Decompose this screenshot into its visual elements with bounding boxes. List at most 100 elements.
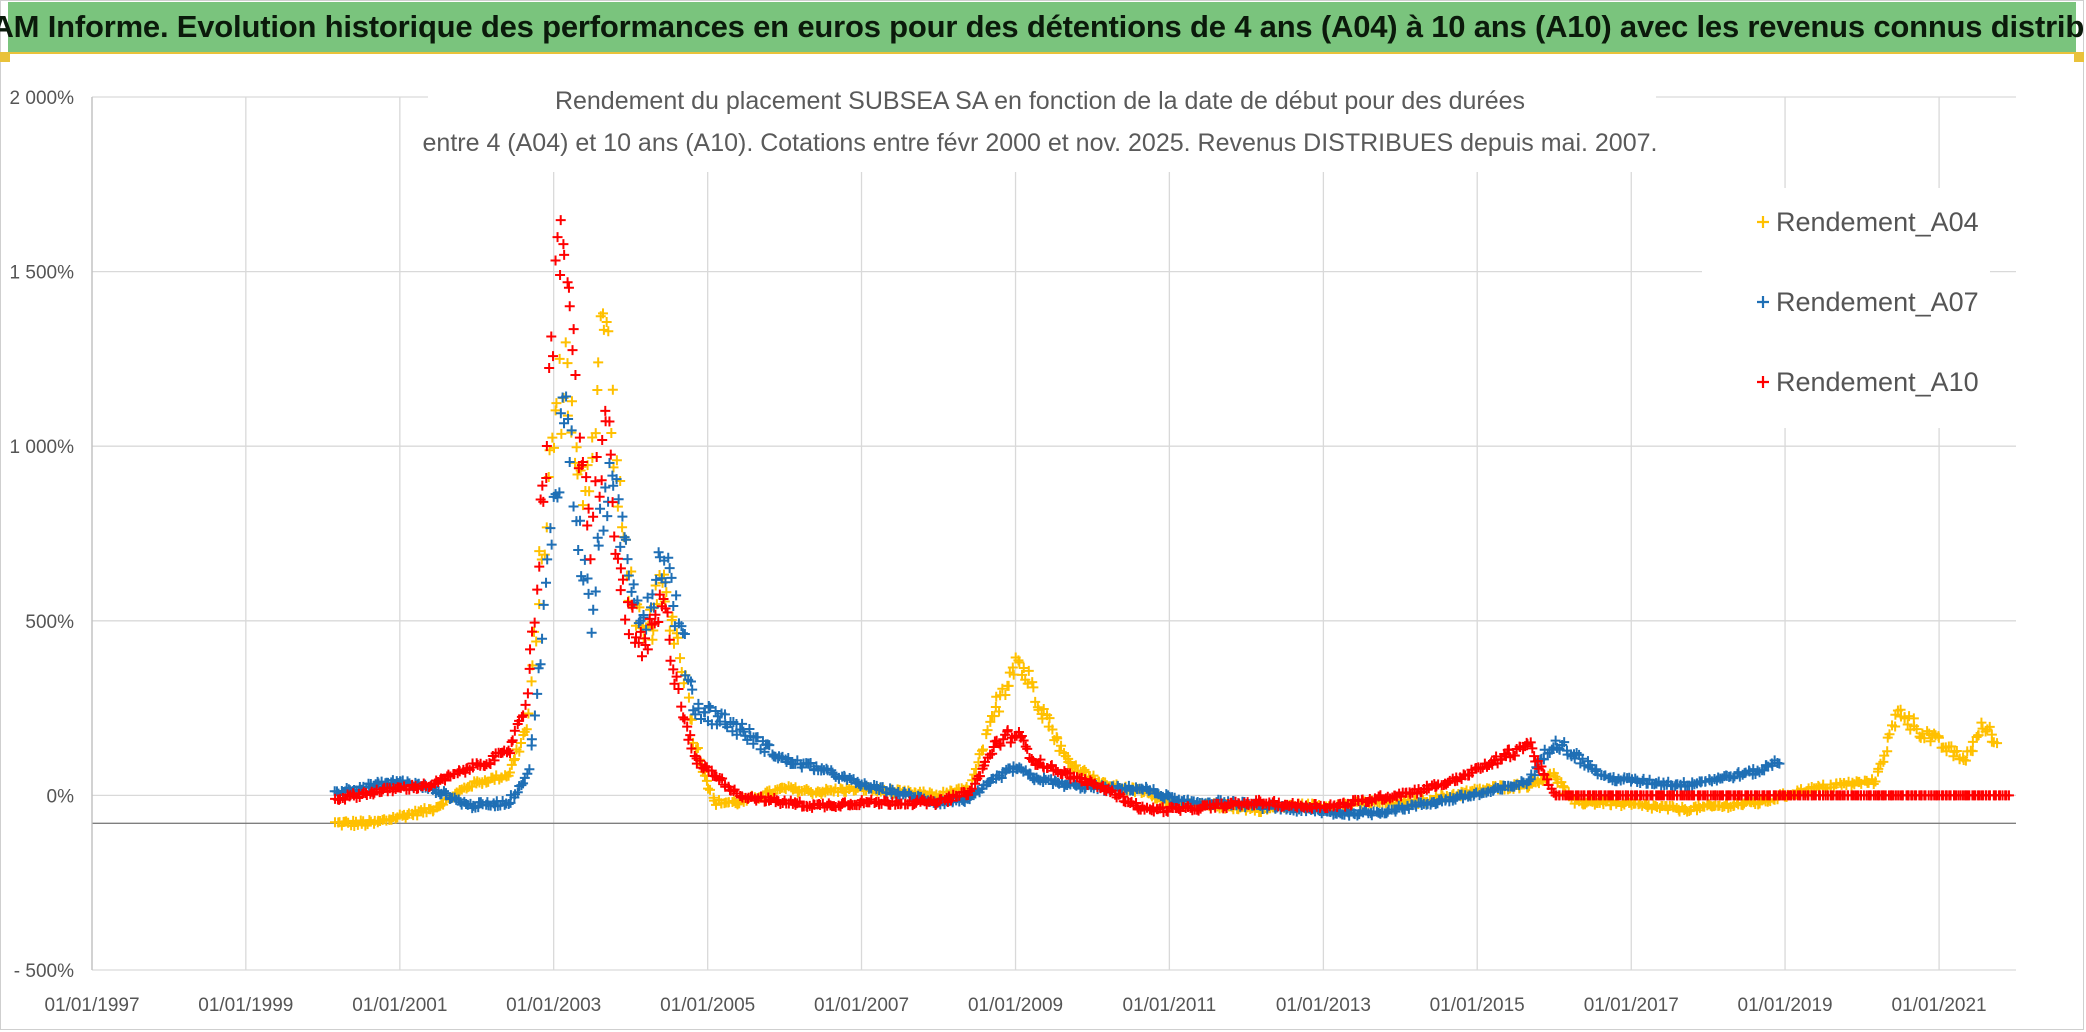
data-point: [603, 326, 614, 337]
data-point: [1992, 738, 2003, 749]
data-point: [561, 391, 572, 402]
data-point: [562, 358, 573, 369]
data-point: [584, 486, 595, 497]
chart-title-background: [428, 78, 1656, 172]
data-point: [600, 405, 611, 416]
data-point: [617, 574, 628, 585]
data-point: [532, 584, 543, 595]
data-point: [547, 432, 558, 443]
data-point: [982, 725, 993, 736]
data-point: [1951, 746, 1962, 757]
data-point: [1000, 690, 1011, 701]
data-point: [1536, 761, 1547, 772]
data-point: [671, 590, 682, 601]
data-point: [631, 632, 641, 643]
data-point: [1193, 805, 1204, 816]
data-point: [667, 611, 678, 622]
data-point: [585, 554, 596, 565]
data-point: [611, 455, 622, 466]
data-point: [638, 609, 649, 620]
data-point: [581, 472, 592, 483]
data-point: [1606, 800, 1617, 811]
data-point: [974, 771, 985, 782]
data-point: [1967, 746, 1978, 757]
data-point: [522, 768, 533, 779]
data-point: [1028, 682, 1039, 693]
data-point: [566, 425, 577, 436]
data-point: [555, 215, 566, 226]
data-point: [520, 699, 531, 710]
data-point: [516, 780, 527, 791]
data-point: [1986, 729, 1997, 740]
data-point: [607, 497, 618, 508]
data-point: [1984, 721, 1995, 732]
data-point: [555, 408, 566, 419]
data-point: [1316, 808, 1327, 819]
data-point: [805, 757, 816, 768]
data-point: [1559, 782, 1570, 793]
data-point: [617, 522, 628, 533]
x-tick-label: 01/01/1999: [198, 995, 293, 1016]
data-point: [611, 474, 622, 485]
data-point: [683, 692, 694, 703]
data-point: [567, 345, 578, 356]
data-point: [764, 740, 775, 751]
data-point: [620, 534, 631, 545]
data-point: [1527, 743, 1538, 754]
data-point: [664, 563, 675, 574]
legend-item: Rendement_A04: [1757, 207, 1979, 237]
data-point: [679, 714, 690, 725]
data-point: [641, 624, 652, 635]
data-point: [668, 601, 679, 612]
data-point: [997, 683, 1008, 694]
data-point: [1390, 806, 1401, 817]
data-point: [601, 317, 612, 328]
data-point: [665, 655, 676, 666]
data-point: [627, 602, 638, 613]
data-point: [504, 767, 515, 778]
data-point: [995, 740, 1006, 751]
data-point: [593, 540, 604, 551]
data-point: [596, 475, 607, 486]
data-point: [591, 452, 602, 463]
data-point: [695, 755, 706, 766]
data-point: [612, 553, 623, 564]
corner-accent-top-left: [0, 52, 10, 62]
data-point: [844, 783, 855, 794]
data-point: [551, 398, 562, 409]
data-point: [1899, 713, 1910, 724]
data-point: [610, 548, 621, 559]
data-point: [506, 736, 517, 747]
data-point: [1487, 759, 1498, 770]
data-point: [703, 701, 714, 712]
data-point: [1774, 758, 1785, 769]
data-point: [615, 563, 626, 574]
data-point: [544, 363, 555, 374]
data-point: [564, 456, 575, 467]
chart-title-line-1: Rendement du placement SUBSEA SA en fonc…: [555, 87, 1525, 115]
data-point: [606, 427, 617, 438]
data-point: [573, 544, 584, 555]
data-point: [666, 572, 677, 583]
chart-points: [329, 215, 2014, 831]
data-point: [970, 778, 981, 789]
data-point: [946, 795, 957, 806]
data-point: [1525, 737, 1536, 748]
data-point: [590, 586, 601, 597]
data-point: [1063, 756, 1074, 767]
data-point: [529, 617, 540, 628]
data-point: [1022, 678, 1033, 689]
data-point: [628, 579, 639, 590]
data-point: [1475, 763, 1486, 774]
y-tick-label: - 500%: [14, 961, 74, 982]
data-point: [617, 511, 628, 522]
data-point: [518, 710, 529, 721]
data-point: [545, 523, 556, 534]
x-tick-label: 01/01/2013: [1276, 995, 1371, 1016]
data-point: [1911, 724, 1922, 735]
data-point: [710, 705, 721, 716]
data-point: [651, 574, 662, 585]
data-point: [1044, 713, 1055, 724]
legend-marker: [1757, 376, 1769, 388]
data-point: [522, 688, 533, 699]
